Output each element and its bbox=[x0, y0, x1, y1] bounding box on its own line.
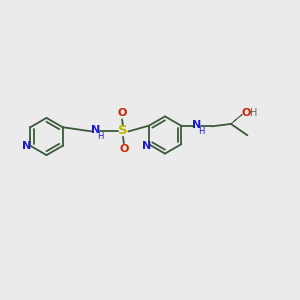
Text: H: H bbox=[97, 132, 103, 141]
Text: S: S bbox=[118, 124, 128, 137]
Text: N: N bbox=[22, 141, 32, 151]
Text: O: O bbox=[241, 107, 250, 118]
Polygon shape bbox=[230, 114, 242, 125]
Text: N: N bbox=[91, 125, 100, 135]
Text: O: O bbox=[117, 108, 127, 118]
Text: N: N bbox=[192, 119, 201, 130]
Text: O: O bbox=[119, 144, 129, 154]
Text: H: H bbox=[198, 127, 204, 136]
Text: H: H bbox=[250, 107, 257, 118]
Text: N: N bbox=[142, 140, 151, 151]
